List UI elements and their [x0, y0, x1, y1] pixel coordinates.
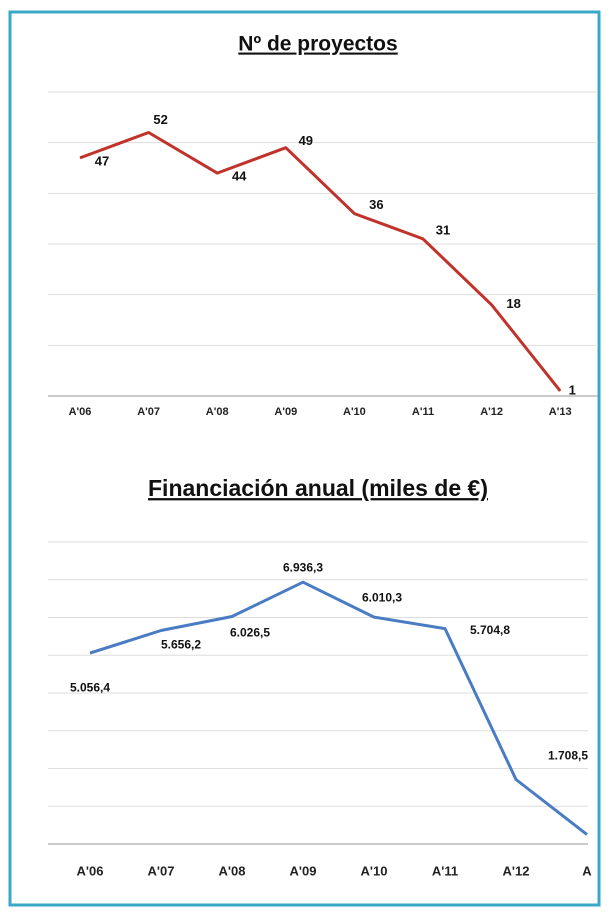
x-tick-label: A'06	[77, 863, 104, 878]
frame	[8, 10, 601, 907]
data-label: 1.708,5	[548, 749, 588, 763]
x-tick-label: A'07	[148, 863, 175, 878]
x-tick-label: A'08	[219, 863, 246, 878]
x-tick-label: A'09	[290, 863, 317, 878]
data-line	[89, 580, 588, 836]
data-label: 5.056,4	[70, 680, 110, 694]
data-line	[79, 131, 562, 392]
data-label: 44	[232, 169, 247, 184]
data-label: 52	[153, 112, 167, 127]
x-tick-label: A'11	[432, 863, 458, 878]
data-label: 47	[95, 153, 109, 168]
x-tick-label: A'12	[503, 863, 530, 878]
x-tick-label: A	[582, 863, 592, 878]
chart-title: Financiación anual (miles de €)	[148, 475, 488, 501]
data-label: 6.936,3	[283, 560, 323, 574]
x-tick-label: A'10	[361, 863, 388, 878]
x-tick-label: A'08	[206, 406, 229, 418]
x-tick-label: A'09	[274, 406, 297, 418]
x-tick-label: A'11	[412, 406, 434, 418]
data-label: 5.656,2	[161, 638, 201, 652]
x-tick-label: A'07	[137, 406, 160, 418]
data-label: 6.010,3	[362, 590, 402, 604]
chart-projects: A'06 A'07 A'08 A'09 A'10 A'11 A'12 A'13 47 52 44 49…	[48, 91, 598, 418]
chart-funding: A'06 A'07 A'08 A'09 A'10 A'11 A'12 A 5.056,4 5.65…	[48, 541, 592, 878]
x-tick-label: A'13	[549, 406, 572, 418]
data-label: 36	[369, 197, 383, 212]
data-label: 5.704,8	[470, 623, 510, 637]
x-tick-label: A'10	[343, 406, 366, 418]
x-tick-label: A'06	[69, 406, 92, 418]
data-label: 31	[436, 222, 450, 237]
x-tick-label: A'12	[480, 406, 503, 418]
chart-title: Nº de proyectos	[238, 33, 397, 56]
data-label: 1	[569, 382, 576, 397]
data-label: 18	[506, 296, 520, 311]
data-label: 6.026,5	[230, 626, 270, 640]
data-label: 49	[299, 133, 313, 148]
